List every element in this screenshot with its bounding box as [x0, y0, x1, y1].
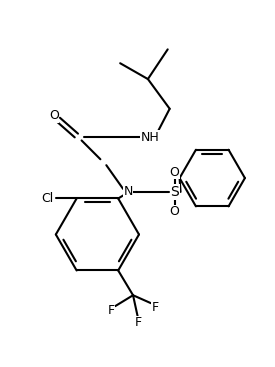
Text: N: N: [123, 185, 133, 199]
Text: F: F: [151, 301, 158, 314]
Text: Cl: Cl: [41, 192, 53, 205]
Text: O: O: [49, 109, 59, 122]
Text: F: F: [108, 304, 115, 317]
Text: O: O: [170, 205, 180, 218]
Text: S: S: [170, 185, 179, 199]
Text: O: O: [170, 166, 180, 179]
Text: NH: NH: [141, 131, 159, 144]
Text: F: F: [134, 316, 142, 330]
